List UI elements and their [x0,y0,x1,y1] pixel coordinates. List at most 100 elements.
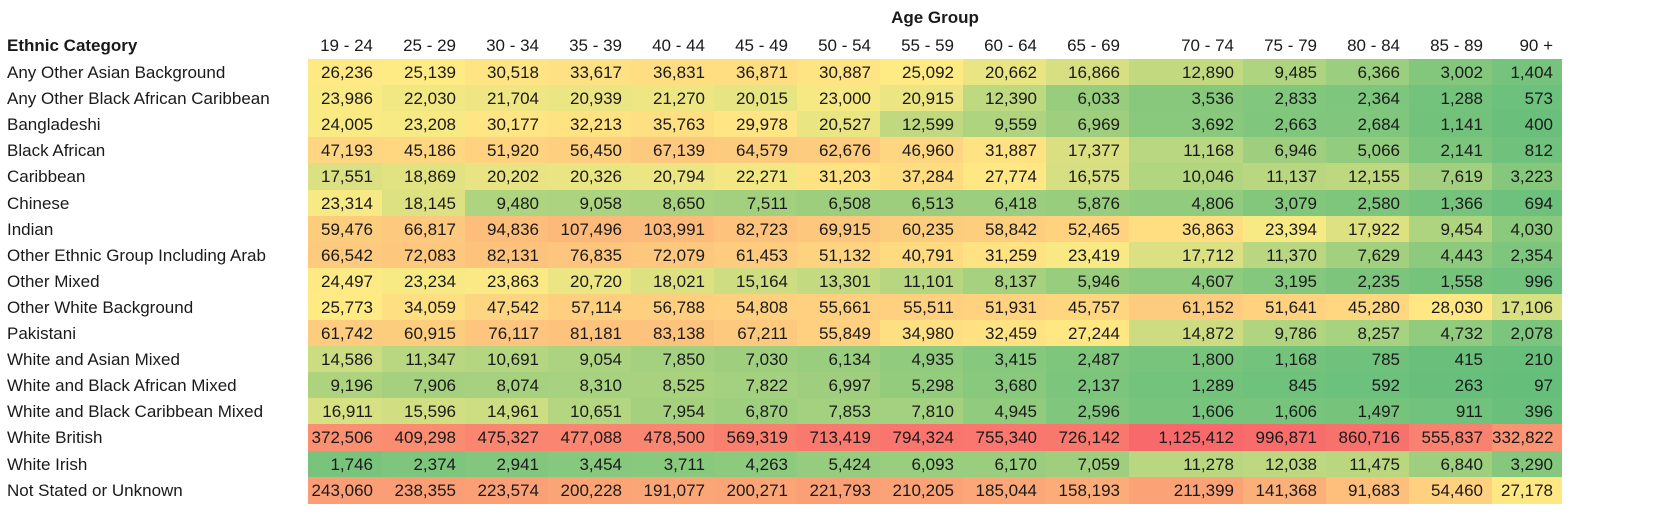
heatmap-cell: 16,911 [308,398,382,426]
heatmap-cell: 31,887 [963,137,1046,165]
heatmap-cell: 8,137 [963,267,1046,295]
column-header: 80 - 84 [1347,36,1400,55]
heatmap-cell: 14,586 [308,346,382,374]
heatmap-cell: 12,599 [880,111,963,139]
heatmap-cell: 81,181 [548,320,631,347]
heatmap-cell: 569,319 [714,424,797,452]
heatmap-cell: 2,580 [1326,189,1409,217]
heatmap-cell: 76,835 [548,241,631,269]
column-header: 25 - 29 [403,36,456,55]
row-label: White Irish [7,454,88,474]
table-row: Other Mixed 24,497 23,234 23,863 20,720 18,02… [0,267,1562,295]
heatmap-cell: 860,716 [1326,424,1409,452]
heatmap-cell: 20,720 [548,267,631,295]
heatmap-cell: 332,822 [1492,424,1562,452]
heatmap-cell: 36,863 [1129,215,1243,243]
heatmap-cell: 24,497 [308,267,382,295]
heatmap-cell: 812 [1492,137,1562,165]
heatmap-cell: 8,310 [548,372,631,400]
heatmap-cell: 18,869 [382,163,465,191]
heatmap-cell: 3,680 [963,372,1046,400]
heatmap-cell: 20,326 [548,163,631,191]
heatmap-cell: 2,137 [1046,372,1129,400]
row-label: Any Other Asian Background [7,63,226,82]
heatmap-cell: 243,060 [308,476,382,504]
heatmap-cell: 4,607 [1129,267,1243,295]
heatmap-cell: 23,986 [308,85,382,113]
column-header: 65 - 69 [1067,36,1120,55]
heatmap-cell: 6,418 [963,189,1046,217]
heatmap-cell: 11,475 [1326,450,1409,478]
heatmap-cell: 713,419 [797,424,880,452]
heatmap-cell: 2,596 [1046,398,1129,426]
heatmap-cell: 191,077 [631,476,714,504]
heatmap-cell: 2,235 [1326,267,1409,295]
table-row: Not Stated or Unknown 243,060 238,355 223,5… [0,476,1562,504]
heatmap-cell: 200,271 [714,476,797,504]
heatmap-cell: 17,922 [1326,215,1409,243]
heatmap-cell: 2,354 [1492,241,1562,269]
heatmap-cell: 17,106 [1492,293,1562,321]
heatmap-cell: 263 [1409,372,1492,400]
heatmap-cell: 32,213 [548,111,631,139]
heatmap-cell: 30,518 [465,59,548,86]
heatmap-cell: 107,496 [548,215,631,243]
heatmap-cell: 1,800 [1129,346,1243,374]
heatmap-cell: 45,757 [1046,293,1129,321]
heatmap-cell: 20,015 [714,85,797,113]
heatmap-cell: 51,931 [963,293,1046,321]
heatmap-cell: 794,324 [880,424,963,452]
heatmap-cell: 2,374 [382,450,465,478]
heatmap-cell: 20,662 [963,59,1046,86]
heatmap-cell: 4,732 [1409,320,1492,347]
heatmap-cell: 2,487 [1046,346,1129,374]
heatmap-cell: 12,890 [1129,59,1243,86]
heatmap-cell: 372,506 [308,424,382,452]
heatmap-cell: 28,030 [1409,293,1492,321]
heatmap-cell: 400 [1492,111,1562,139]
heatmap-cell: 23,863 [465,267,548,295]
heatmap-cell: 4,443 [1409,241,1492,269]
row-label: Pakistani [7,324,76,343]
heatmap-cell: 82,131 [465,241,548,269]
heatmap-cell: 45,280 [1326,293,1409,321]
heatmap-cell: 12,038 [1243,450,1326,478]
heatmap-cell: 7,030 [714,346,797,374]
heatmap-cell: 40,791 [880,241,963,269]
column-header: 30 - 34 [486,36,539,55]
heatmap-cell: 51,132 [797,241,880,269]
heatmap-cell: 59,476 [308,215,382,243]
heatmap-cell: 23,394 [1243,215,1326,243]
table-row: Other Ethnic Group Including Arab 66,542 7… [0,241,1562,269]
heatmap-cell: 62,676 [797,137,880,165]
heatmap-cell: 29,978 [714,111,797,139]
column-header: 75 - 79 [1264,36,1317,55]
heatmap-cell: 61,453 [714,241,797,269]
heatmap-cell: 67,139 [631,137,714,165]
heatmap-cell: 21,270 [631,85,714,113]
heatmap-cell: 200,228 [548,476,631,504]
heatmap-cell: 221,793 [797,476,880,504]
heatmap-cell: 17,712 [1129,241,1243,269]
heatmap-cell: 103,991 [631,215,714,243]
column-group-title: Age Group [891,8,979,27]
heatmap-cell: 20,794 [631,163,714,191]
heatmap-cell: 409,298 [382,424,465,452]
heatmap-cell: 9,786 [1243,320,1326,347]
heatmap-cell: 415 [1409,346,1492,374]
row-label: Bangladeshi [7,115,101,135]
heatmap-cell: 5,424 [797,450,880,478]
heatmap-cell: 26,236 [308,59,382,86]
heatmap-cell: 475,327 [465,424,548,452]
heatmap-cell: 23,234 [382,267,465,295]
heatmap-cell: 83,138 [631,320,714,347]
heatmap-cell: 2,663 [1243,111,1326,139]
heatmap-cell: 9,485 [1243,59,1326,86]
heatmap-cell: 1,404 [1492,59,1562,86]
heatmap-cell: 24,005 [308,111,382,139]
heatmap-cell: 36,831 [631,59,714,86]
heatmap-cell: 3,223 [1492,163,1562,191]
table-row: White Irish 1,746 2,374 2,941 3,454 3,711 4,26… [0,450,1562,478]
heatmap-cell: 2,141 [1409,137,1492,165]
heatmap-cell: 996,871 [1243,424,1326,452]
